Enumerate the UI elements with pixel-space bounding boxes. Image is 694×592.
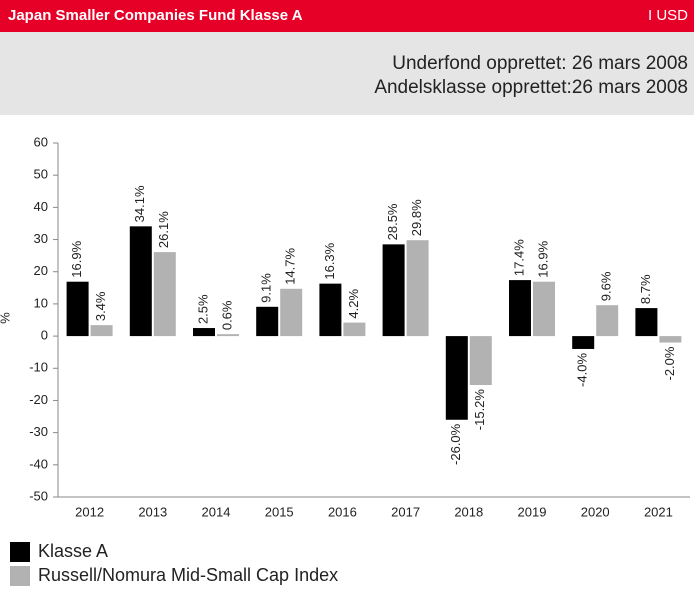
legend-label: Klasse A	[38, 541, 108, 561]
y-tick-label: -50	[29, 488, 48, 503]
value-label: 0.6%	[219, 300, 234, 330]
value-label: 16.9%	[69, 240, 84, 277]
legend-swatch	[10, 542, 30, 562]
y-axis-label: %	[0, 312, 13, 324]
value-label: 16.3%	[322, 242, 337, 279]
bar	[217, 334, 239, 337]
y-tick-label: 10	[34, 295, 48, 310]
value-label: 9.6%	[599, 271, 614, 301]
y-tick-label: -10	[29, 360, 48, 375]
y-tick-label: 40	[34, 199, 48, 214]
x-tick-label: 2019	[518, 504, 547, 519]
bar	[280, 288, 303, 337]
bar	[596, 305, 619, 337]
legend-label: Russell/Nomura Mid-Small Cap Index	[38, 565, 338, 585]
value-label: 9.1%	[259, 273, 274, 303]
x-tick-label: 2018	[454, 504, 483, 519]
x-tick-label: 2013	[138, 504, 167, 519]
y-tick-label: 0	[41, 328, 48, 343]
bar	[635, 308, 658, 337]
value-label: 8.7%	[638, 274, 653, 304]
info-line: Andelsklasse opprettet:26 mars 2008	[374, 77, 688, 98]
value-label: 28.5%	[385, 203, 400, 240]
title-bar: Japan Smaller Companies Fund Klasse A I …	[0, 0, 694, 32]
bar	[90, 325, 113, 337]
x-tick-label: 2016	[328, 504, 357, 519]
bar	[256, 306, 279, 337]
value-label: 26.1%	[156, 211, 171, 248]
bar	[319, 283, 342, 337]
bar	[129, 226, 152, 337]
bar	[406, 240, 429, 337]
legend-swatch	[10, 566, 30, 586]
bar	[469, 336, 492, 386]
value-label: 2.5%	[195, 294, 210, 324]
y-tick-label: -20	[29, 392, 48, 407]
value-label: 4.2%	[346, 289, 361, 319]
y-tick-label: 60	[34, 134, 48, 149]
bar	[66, 281, 89, 337]
fund-title: Japan Smaller Companies Fund Klasse A	[8, 7, 303, 24]
value-label: 17.4%	[511, 239, 526, 276]
y-tick-label: -30	[29, 424, 48, 439]
value-label: 16.9%	[535, 240, 550, 277]
y-tick-label: -40	[29, 456, 48, 471]
y-tick-label: 50	[34, 167, 48, 182]
bar	[572, 336, 595, 349]
value-label: -26.0%	[448, 423, 463, 465]
bar	[382, 244, 405, 337]
x-tick-label: 2020	[581, 504, 610, 519]
y-tick-label: 20	[34, 263, 48, 278]
value-label: 3.4%	[93, 291, 108, 321]
bar	[153, 252, 176, 337]
x-tick-label: 2021	[644, 504, 673, 519]
value-label: 29.8%	[409, 199, 424, 236]
value-label: -4.0%	[575, 353, 590, 387]
x-tick-label: 2012	[75, 504, 104, 519]
bar	[193, 328, 215, 337]
value-label: 14.7%	[283, 247, 298, 284]
y-tick-label: 30	[34, 231, 48, 246]
bar	[445, 336, 468, 420]
x-tick-label: 2014	[202, 504, 231, 519]
bar	[533, 281, 555, 337]
share-class: I USD	[647, 7, 688, 24]
x-tick-label: 2017	[391, 504, 420, 519]
bar	[509, 280, 531, 337]
bar	[659, 336, 682, 343]
bar	[343, 322, 366, 337]
value-label: -2.0%	[662, 346, 677, 380]
x-tick-label: 2015	[265, 504, 294, 519]
info-box: Underfond opprettet: 26 mars 2008 Andels…	[0, 32, 694, 115]
value-label: -15.2%	[472, 389, 487, 431]
info-line: Underfond opprettet: 26 mars 2008	[392, 53, 688, 74]
value-label: 34.1%	[132, 185, 147, 222]
